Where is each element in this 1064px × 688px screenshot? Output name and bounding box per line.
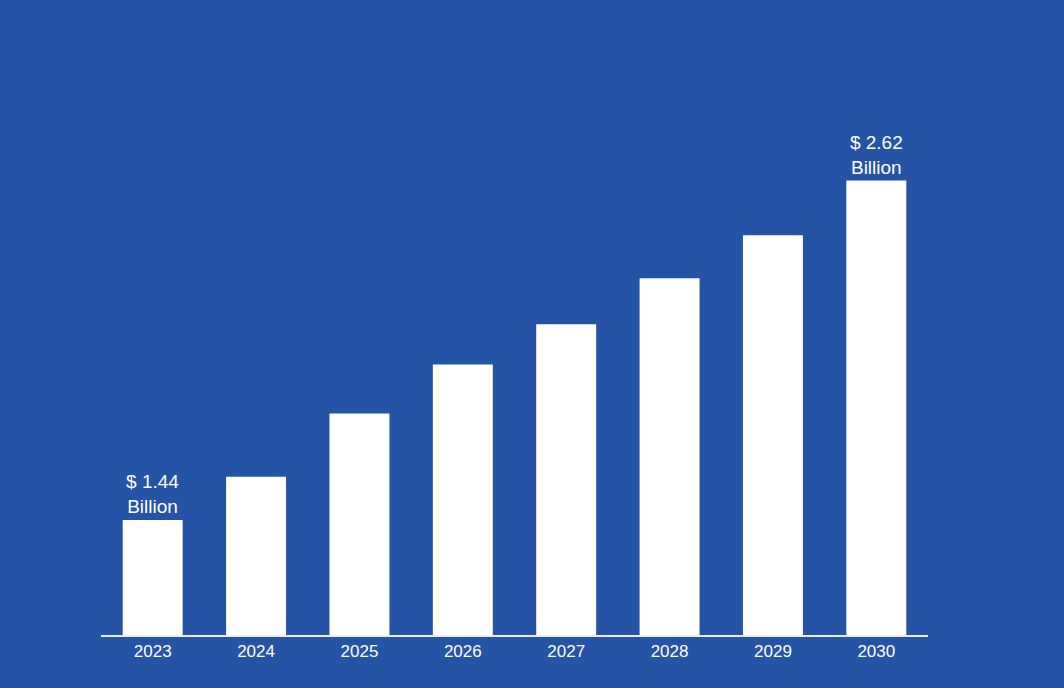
svg-text:2023: 2023 [134, 642, 172, 661]
svg-text:2026: 2026 [444, 642, 482, 661]
svg-text:$ 2.62Billion: $ 2.62Billion [850, 132, 903, 178]
svg-text:2025: 2025 [341, 642, 379, 661]
svg-text:2024: 2024 [237, 642, 275, 661]
svg-text:2030: 2030 [857, 642, 895, 661]
svg-text:2029: 2029 [754, 642, 792, 661]
svg-text:2027: 2027 [547, 642, 585, 661]
svg-text:$ 1.44Billion: $ 1.44Billion [126, 471, 179, 517]
svg-text:2028: 2028 [651, 642, 689, 661]
